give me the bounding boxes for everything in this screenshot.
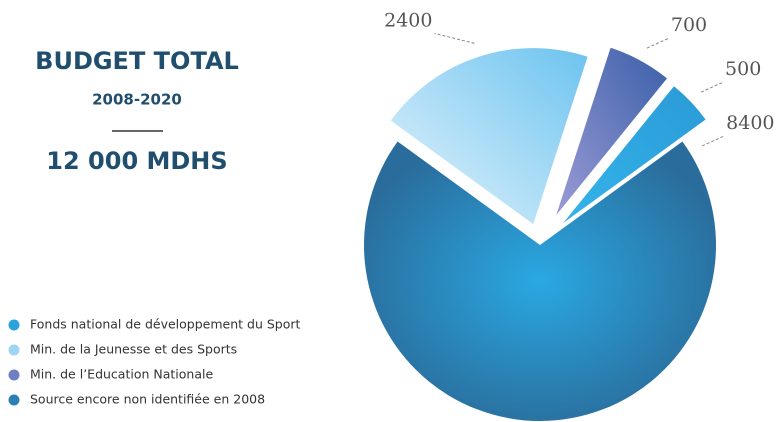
chart-title: BUDGET TOTAL: [35, 47, 239, 75]
legend-label: Source encore non identifiée en 2008: [30, 392, 265, 407]
leader-line: [701, 135, 725, 147]
chart-subtitle: 2008-2020: [92, 91, 182, 109]
data-label: 500: [725, 58, 761, 80]
pie-slice: [390, 48, 588, 225]
legend-swatch: [8, 394, 20, 406]
pie-slice: [563, 86, 706, 223]
data-label: 700: [671, 14, 707, 36]
legend-label: Min. de l’Education Nationale: [30, 367, 213, 382]
total-label: 12 000 MDHS: [46, 147, 227, 175]
data-label: 8400: [726, 112, 774, 134]
leader-line: [646, 37, 670, 49]
legend-label: Min. de la Jeunesse et des Sports: [30, 342, 237, 357]
legend-label: Fonds national de développement du Sport: [30, 317, 301, 332]
legend-swatch: [8, 344, 20, 356]
pie-slice: [556, 47, 667, 216]
leader-line: [434, 32, 475, 44]
data-label: 2400: [384, 9, 432, 31]
pie-slice: [364, 141, 716, 421]
legend-swatch: [8, 319, 20, 331]
legend-swatch: [8, 369, 20, 381]
leader-line: [700, 81, 724, 93]
